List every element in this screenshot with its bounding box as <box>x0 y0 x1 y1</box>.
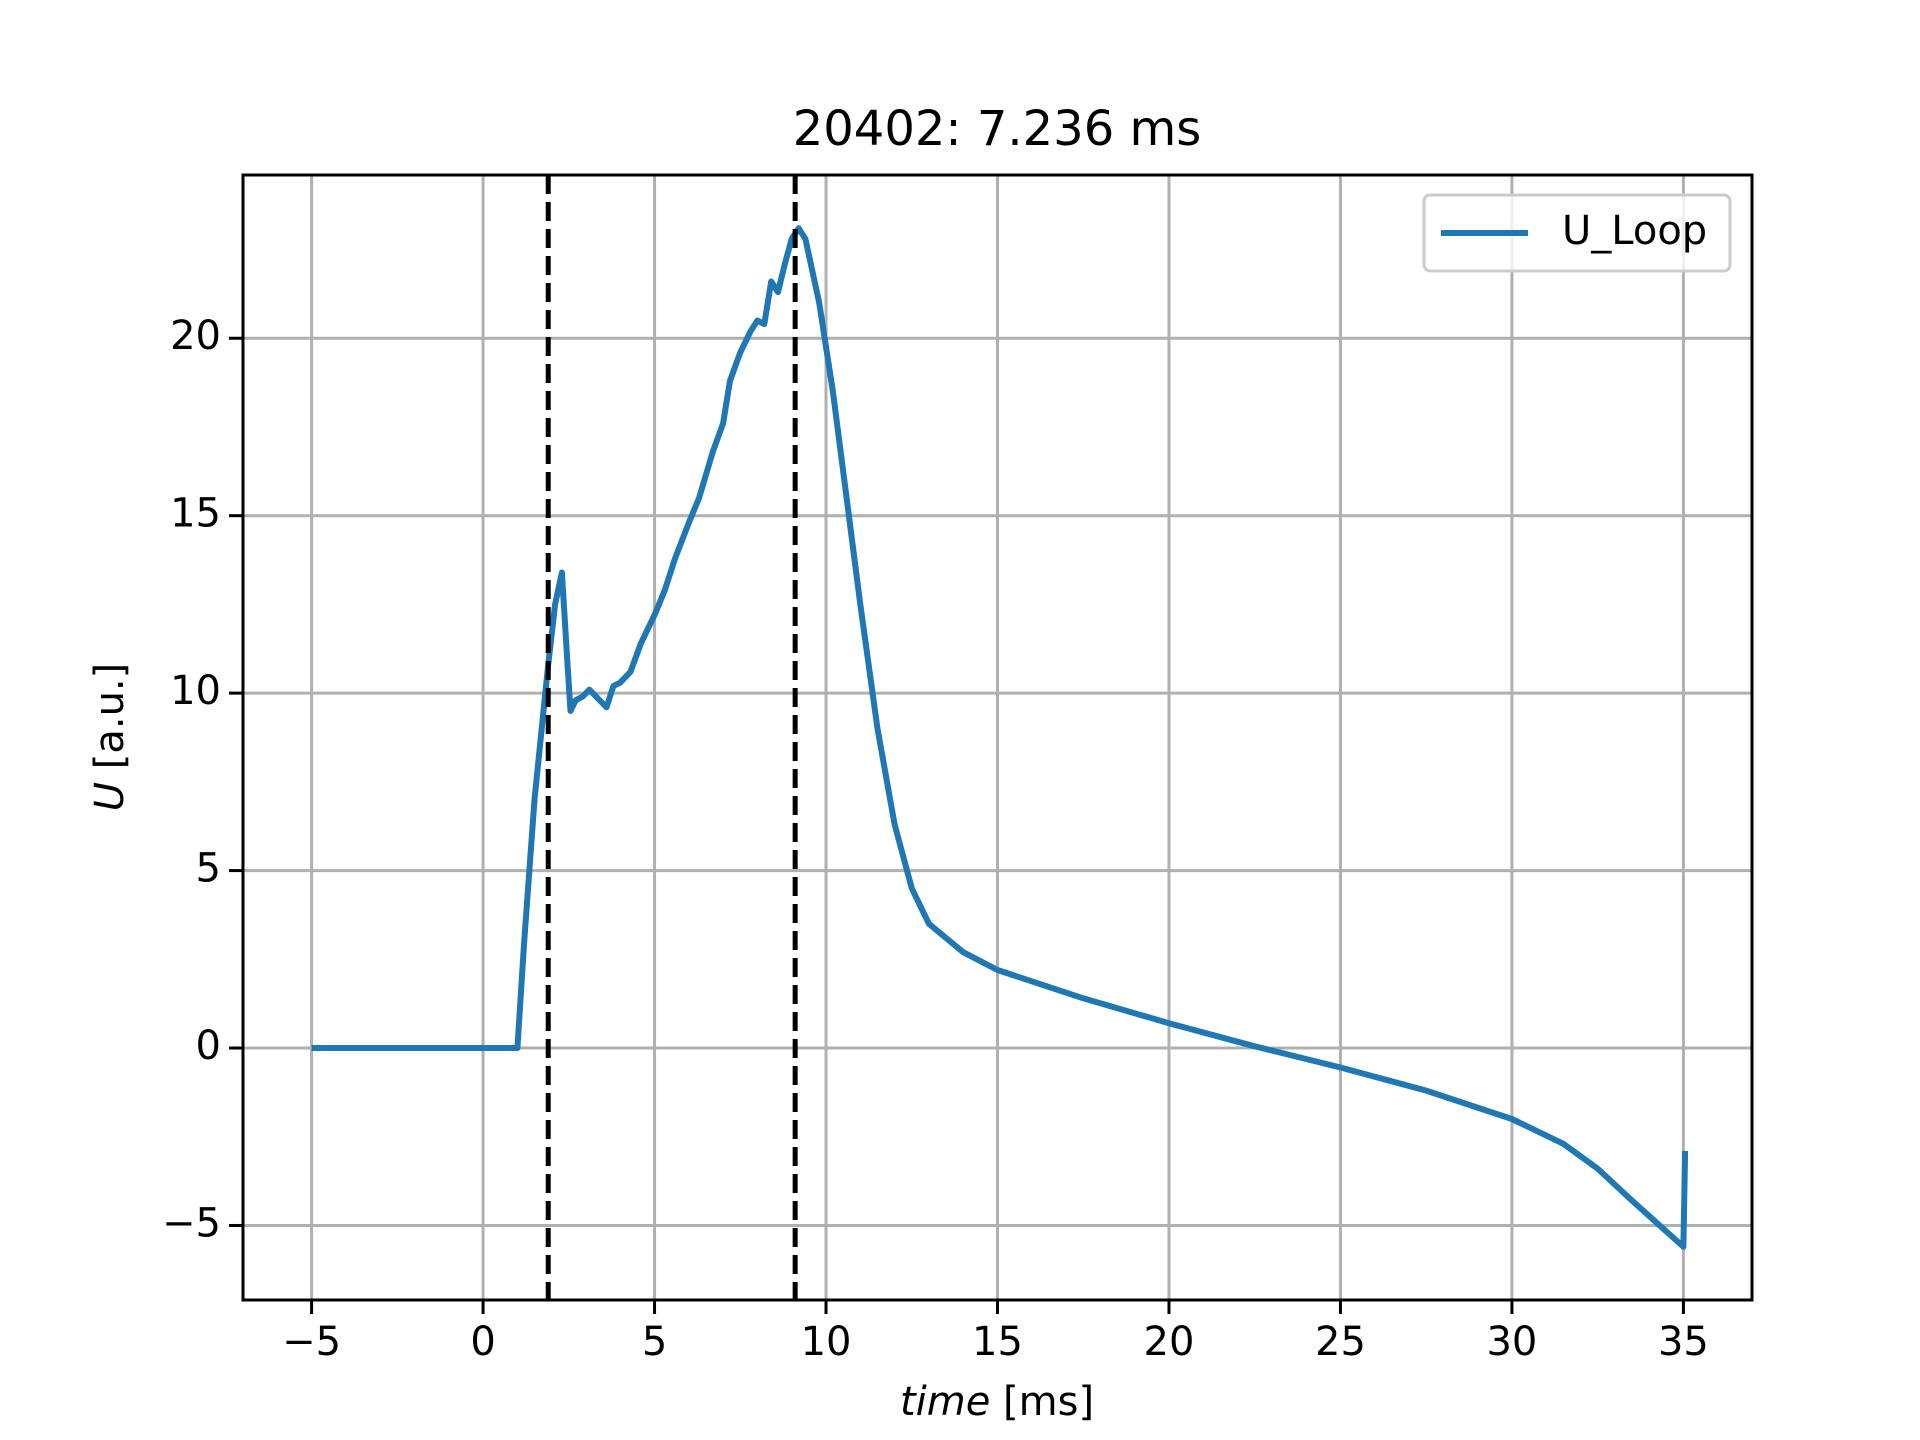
data-line <box>311 225 1689 1250</box>
plot-frame <box>241 173 1754 1302</box>
y-tick-label: 15 <box>170 491 221 537</box>
y-axis-label: U [a.u.] <box>87 663 133 812</box>
y-tick-label: 20 <box>170 313 221 359</box>
x-tick-label: 10 <box>801 1319 852 1365</box>
x-tick-label: −5 <box>282 1319 341 1365</box>
chart-title: 20402: 7.236 ms <box>793 101 1202 157</box>
y-tick-label: −5 <box>162 1200 221 1246</box>
x-tick-label: 15 <box>972 1319 1023 1365</box>
x-tick-label: 25 <box>1315 1319 1366 1365</box>
x-label-var: time <box>900 1379 990 1425</box>
legend-box <box>1422 193 1732 273</box>
x-tick-label: 35 <box>1658 1319 1709 1365</box>
x-tick-label: 30 <box>1486 1319 1537 1365</box>
x-tick-label: 20 <box>1144 1319 1195 1365</box>
x-axis-label: time [ms] <box>900 1379 1094 1425</box>
y-tick-label: 5 <box>196 846 221 892</box>
x-label-unit: [ms] <box>1003 1379 1094 1425</box>
y-tick-label: 10 <box>170 668 221 714</box>
legend-label: U_Loop <box>1562 208 1707 254</box>
x-tick-label: 5 <box>642 1319 667 1365</box>
x-tick-label: 0 <box>470 1319 495 1365</box>
y-label-var: U <box>87 782 133 811</box>
y-tick-label: 0 <box>196 1023 221 1069</box>
y-label-unit: [a.u.] <box>87 663 133 770</box>
